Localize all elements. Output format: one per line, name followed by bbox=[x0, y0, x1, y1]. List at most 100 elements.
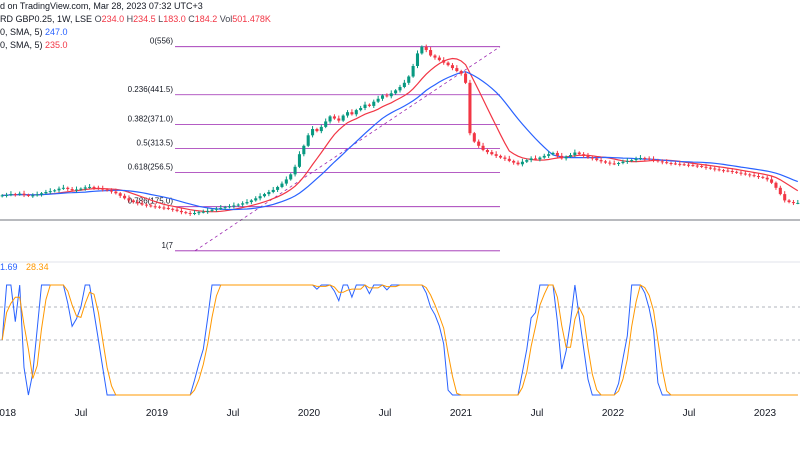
candle bbox=[656, 158, 660, 163]
candle bbox=[394, 89, 398, 95]
candle-body bbox=[778, 187, 782, 195]
candle-body bbox=[223, 207, 227, 209]
candle-body bbox=[529, 158, 533, 161]
candle-body bbox=[57, 188, 61, 191]
candle bbox=[31, 193, 35, 198]
oscillator-legend[interactable]: 1.69 28.34 bbox=[0, 262, 55, 272]
candle-body bbox=[245, 202, 249, 204]
candle bbox=[743, 170, 747, 176]
candle-body bbox=[276, 186, 280, 190]
candle-body bbox=[284, 179, 288, 184]
candle-body bbox=[324, 121, 328, 127]
candle-body bbox=[673, 163, 677, 165]
candle bbox=[678, 160, 682, 167]
sma-short-legend[interactable]: 0, SMA, 5) 235.0 bbox=[0, 40, 68, 50]
candle bbox=[101, 185, 105, 192]
candle-body bbox=[708, 167, 712, 169]
candle bbox=[175, 207, 179, 213]
candle bbox=[18, 191, 22, 196]
candle-body bbox=[669, 163, 673, 165]
candle-body bbox=[22, 193, 26, 195]
candle-body bbox=[643, 157, 647, 159]
candle bbox=[704, 163, 708, 170]
fib-level-label: 0(556) bbox=[150, 37, 173, 46]
candle bbox=[477, 139, 481, 148]
candle bbox=[516, 160, 520, 166]
candle bbox=[158, 205, 162, 209]
candle-body bbox=[730, 171, 734, 172]
candle-body bbox=[48, 191, 52, 193]
candle-body bbox=[402, 82, 406, 87]
candle-body bbox=[590, 157, 594, 159]
candle bbox=[442, 57, 446, 65]
candle-body bbox=[542, 155, 546, 158]
candle bbox=[429, 47, 433, 57]
candle bbox=[184, 210, 188, 215]
candle bbox=[503, 155, 507, 161]
candle bbox=[669, 161, 673, 166]
candle-body bbox=[70, 189, 74, 191]
candle-body bbox=[232, 205, 236, 207]
candle-body bbox=[442, 60, 446, 63]
candle bbox=[717, 166, 721, 172]
candle-body bbox=[464, 73, 468, 83]
fib-level-label: 0.236(441.5) bbox=[128, 85, 174, 94]
candle bbox=[311, 126, 315, 138]
candle bbox=[258, 193, 262, 201]
candle bbox=[459, 69, 463, 76]
candle-body bbox=[485, 150, 489, 153]
candle-body bbox=[739, 172, 743, 174]
candle bbox=[389, 90, 393, 99]
candle-body bbox=[350, 112, 354, 115]
candle-body bbox=[599, 160, 603, 162]
candle-body bbox=[621, 161, 625, 164]
candle bbox=[494, 151, 498, 158]
candle bbox=[188, 210, 192, 216]
candle bbox=[179, 207, 183, 215]
fib-level-label: 0.618(256.5) bbox=[128, 162, 174, 171]
candle bbox=[512, 159, 516, 165]
candle bbox=[9, 191, 13, 197]
candle bbox=[643, 156, 647, 161]
candle-body bbox=[79, 188, 83, 190]
candle bbox=[481, 142, 485, 152]
candle-body bbox=[197, 212, 201, 214]
candle bbox=[612, 160, 616, 166]
candle bbox=[778, 185, 782, 196]
candle-body bbox=[92, 186, 96, 188]
candle bbox=[26, 193, 30, 198]
candle-body bbox=[717, 169, 721, 171]
candle-body bbox=[573, 152, 577, 156]
candle bbox=[673, 161, 677, 166]
sma-long-legend[interactable]: 0, SMA, 5) 247.0 bbox=[0, 27, 68, 37]
candle bbox=[582, 152, 586, 158]
candle-body bbox=[499, 155, 503, 158]
candle bbox=[302, 144, 306, 157]
candle bbox=[324, 118, 328, 129]
candle-body bbox=[686, 164, 691, 166]
candle-body bbox=[533, 158, 538, 160]
candle-body bbox=[267, 192, 271, 195]
candle-body bbox=[783, 194, 787, 201]
fib-trend-line bbox=[194, 46, 501, 252]
candle-body bbox=[354, 110, 358, 115]
candle-body bbox=[704, 166, 708, 168]
candle bbox=[774, 181, 778, 190]
candle-body bbox=[258, 196, 262, 199]
candle bbox=[105, 188, 109, 192]
candle bbox=[464, 71, 468, 85]
candle-body bbox=[743, 173, 747, 175]
close-value: 184.2 bbox=[194, 14, 218, 24]
candle-body bbox=[586, 155, 590, 158]
candle bbox=[787, 199, 791, 204]
candle bbox=[350, 109, 354, 116]
candle-body bbox=[162, 207, 166, 209]
x-tick-label: 2022 bbox=[602, 408, 625, 419]
candle bbox=[660, 159, 664, 165]
candle-body bbox=[411, 66, 415, 77]
candle bbox=[193, 210, 197, 216]
candle bbox=[79, 187, 83, 191]
candle-body bbox=[603, 161, 607, 163]
candle bbox=[385, 93, 389, 98]
candle bbox=[153, 203, 157, 209]
